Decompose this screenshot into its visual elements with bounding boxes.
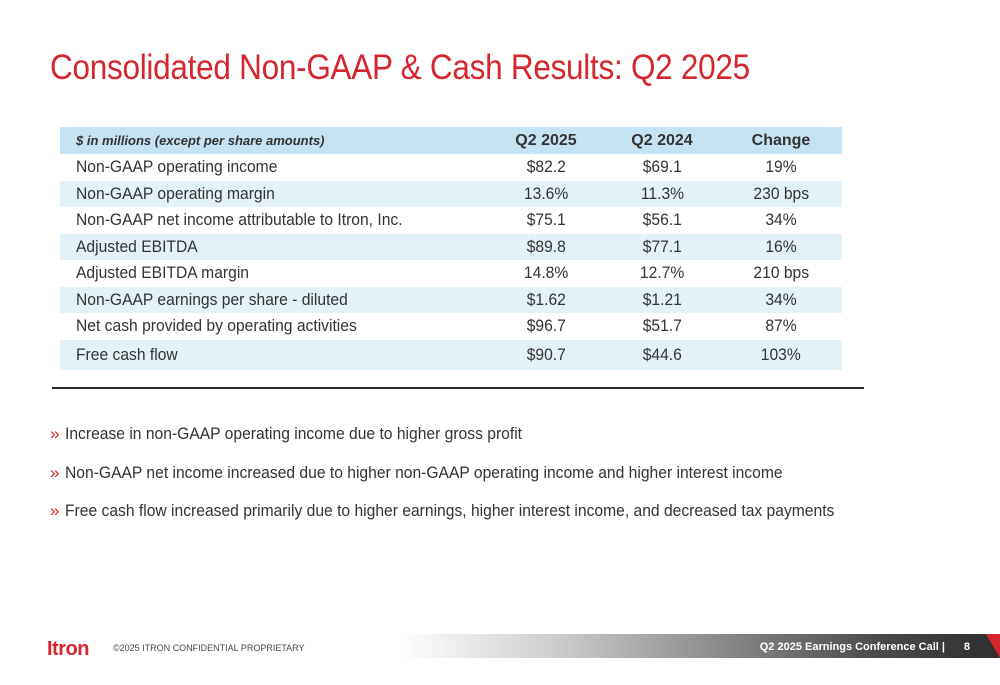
- row-label: Non-GAAP earnings per share - diluted: [76, 289, 348, 309]
- row-q2-2024: 11.3%: [640, 183, 684, 203]
- header-q2-2025: Q2 2025: [515, 131, 577, 149]
- table-row: Free cash flow $90.7 $44.6 103%: [60, 339, 842, 370]
- section-divider: [52, 387, 864, 389]
- table-row: Non-GAAP earnings per share - diluted $1…: [60, 286, 842, 313]
- row-q2-2024: $1.21: [642, 289, 682, 309]
- page-number: 8: [963, 641, 970, 653]
- bullet-list: » Increase in non-GAAP operating income d…: [50, 423, 902, 539]
- row-q2-2025: $90.7: [526, 344, 566, 364]
- table-header-row: $ in millions (except per share amounts)…: [60, 127, 842, 154]
- row-label: Net cash provided by operating activitie…: [76, 316, 357, 336]
- row-q2-2024: $56.1: [642, 210, 682, 230]
- bullet-marker: »: [50, 424, 60, 443]
- bullet-marker: »: [50, 501, 60, 520]
- row-q2-2025: $89.8: [526, 236, 566, 256]
- table-row: Net cash provided by operating activitie…: [60, 313, 842, 340]
- bullet-item: » Free cash flow increased primarily due …: [50, 501, 835, 520]
- row-q2-2025: $75.1: [526, 210, 566, 230]
- corner-accent: [986, 634, 1000, 658]
- row-q2-2025: $82.2: [526, 157, 566, 177]
- row-q2-2024: $51.7: [642, 316, 682, 336]
- bullet-marker: »: [50, 462, 60, 482]
- row-q2-2025: 13.6%: [523, 183, 569, 203]
- row-label: Non-GAAP operating margin: [76, 183, 275, 203]
- footer-bar: [0, 634, 1000, 658]
- row-change: 87%: [765, 316, 797, 336]
- row-label: Non-GAAP operating income: [76, 157, 278, 177]
- table-row: Non-GAAP operating margin 13.6% 11.3% 23…: [60, 180, 842, 207]
- bullet-item: » Increase in non-GAAP operating income d…: [50, 424, 523, 443]
- results-table: $ in millions (except per share amounts)…: [60, 127, 842, 370]
- row-change: 19%: [765, 157, 797, 177]
- row-label: Adjusted EBITDA: [76, 236, 198, 256]
- row-change: 210 bps: [753, 263, 809, 283]
- table-row: Non-GAAP operating income $82.2 $69.1 19…: [60, 154, 842, 181]
- row-q2-2024: $44.6: [642, 344, 682, 364]
- table-row: Adjusted EBITDA margin 14.8% 12.7% 210 b…: [60, 260, 842, 287]
- row-change: 34%: [765, 289, 797, 309]
- bullet-item: » Non-GAAP net income increased due to hi…: [50, 462, 784, 482]
- slide-title: Consolidated Non-GAAP & Cash Results: Q2…: [50, 48, 750, 87]
- header-description: $ in millions (except per share amounts): [76, 133, 325, 148]
- row-label: Non-GAAP net income attributable to Itro…: [76, 210, 403, 230]
- row-change: 230 bps: [753, 183, 809, 203]
- row-q2-2025: $96.7: [526, 316, 566, 336]
- row-label: Free cash flow: [76, 344, 178, 364]
- event-label: Q2 2025 Earnings Conference Call |: [759, 641, 945, 653]
- row-q2-2024: 12.7%: [639, 263, 685, 283]
- row-change: 16%: [765, 236, 797, 256]
- table-row: Adjusted EBITDA $89.8 $77.1 16%: [60, 233, 842, 260]
- row-q2-2025: $1.62: [526, 289, 566, 309]
- table-row: Non-GAAP net income attributable to Itro…: [60, 207, 842, 234]
- copyright-notice: ©2025 ITRON CONFIDENTIAL PROPRIETARY: [113, 643, 305, 653]
- row-change: 103%: [760, 344, 801, 364]
- header-change: Change: [751, 131, 811, 149]
- row-change: 34%: [765, 210, 797, 230]
- header-q2-2024: Q2 2024: [631, 131, 693, 149]
- row-q2-2025: 14.8%: [523, 263, 569, 283]
- itron-logo: Itron: [47, 638, 89, 660]
- row-q2-2024: $69.1: [642, 157, 682, 177]
- row-q2-2024: $77.1: [642, 236, 682, 256]
- row-label: Adjusted EBITDA margin: [76, 263, 249, 283]
